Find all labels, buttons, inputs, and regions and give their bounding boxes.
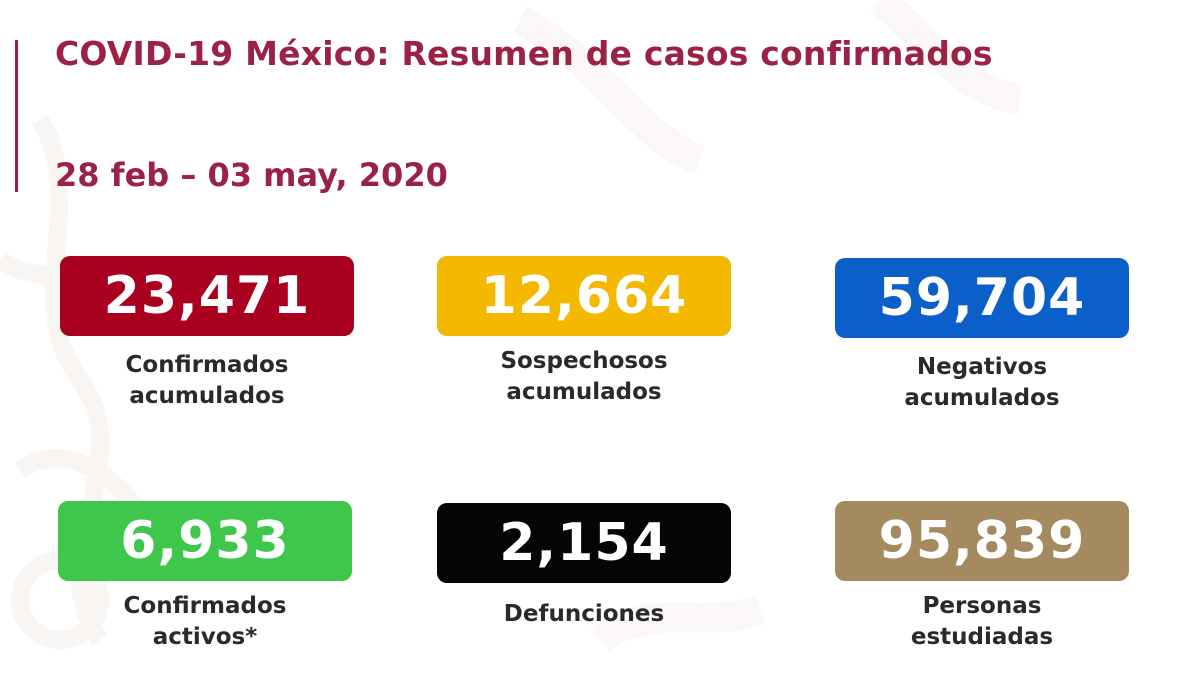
- stat-personas-estudiadas: 95,839 Personas estudiadas: [835, 501, 1129, 653]
- stat-confirmados-activos: 6,933 Confirmados activos*: [58, 501, 352, 653]
- stat-label: Confirmados acumulados: [60, 350, 354, 412]
- stat-label-line: activos*: [152, 624, 258, 650]
- date-range: 28 feb – 03 may, 2020: [55, 156, 448, 194]
- stat-label-line: acumulados: [129, 383, 285, 409]
- stat-label-line: estudiadas: [910, 624, 1054, 650]
- accent-bar: [15, 40, 18, 192]
- stat-value-box: 95,839: [835, 501, 1129, 581]
- stat-label: Personas estudiadas: [835, 591, 1129, 653]
- stat-negativos-acumulados: 59,704 Negativos acumulados: [835, 258, 1129, 414]
- stat-sospechosos-acumulados: 12,664 Sospechosos acumulados: [437, 256, 731, 408]
- stat-defunciones: 2,154 Defunciones: [437, 503, 731, 630]
- stat-value-box: 2,154: [437, 503, 731, 583]
- stat-label-line: Sospechosos: [500, 348, 668, 374]
- stat-label-line: acumulados: [506, 379, 662, 405]
- stat-label-line: Personas: [922, 593, 1042, 619]
- stat-label-line: acumulados: [904, 385, 1060, 411]
- stat-label: Defunciones: [437, 599, 731, 630]
- stat-confirmados-acumulados: 23,471 Confirmados acumulados: [60, 256, 354, 412]
- stat-label-line: Defunciones: [503, 601, 665, 627]
- stat-label: Sospechosos acumulados: [437, 346, 731, 408]
- stat-value-box: 59,704: [835, 258, 1129, 338]
- stat-label-line: Confirmados: [123, 593, 287, 619]
- stat-value-box: 6,933: [58, 501, 352, 581]
- stat-value-box: 23,471: [60, 256, 354, 336]
- stat-value-box: 12,664: [437, 256, 731, 336]
- stat-label: Negativos acumulados: [835, 352, 1129, 414]
- stat-label-line: Negativos: [916, 354, 1048, 380]
- page-title: COVID-19 México: Resumen de casos confir…: [55, 34, 993, 73]
- stat-label: Confirmados activos*: [58, 591, 352, 653]
- stat-label-line: Confirmados: [125, 352, 289, 378]
